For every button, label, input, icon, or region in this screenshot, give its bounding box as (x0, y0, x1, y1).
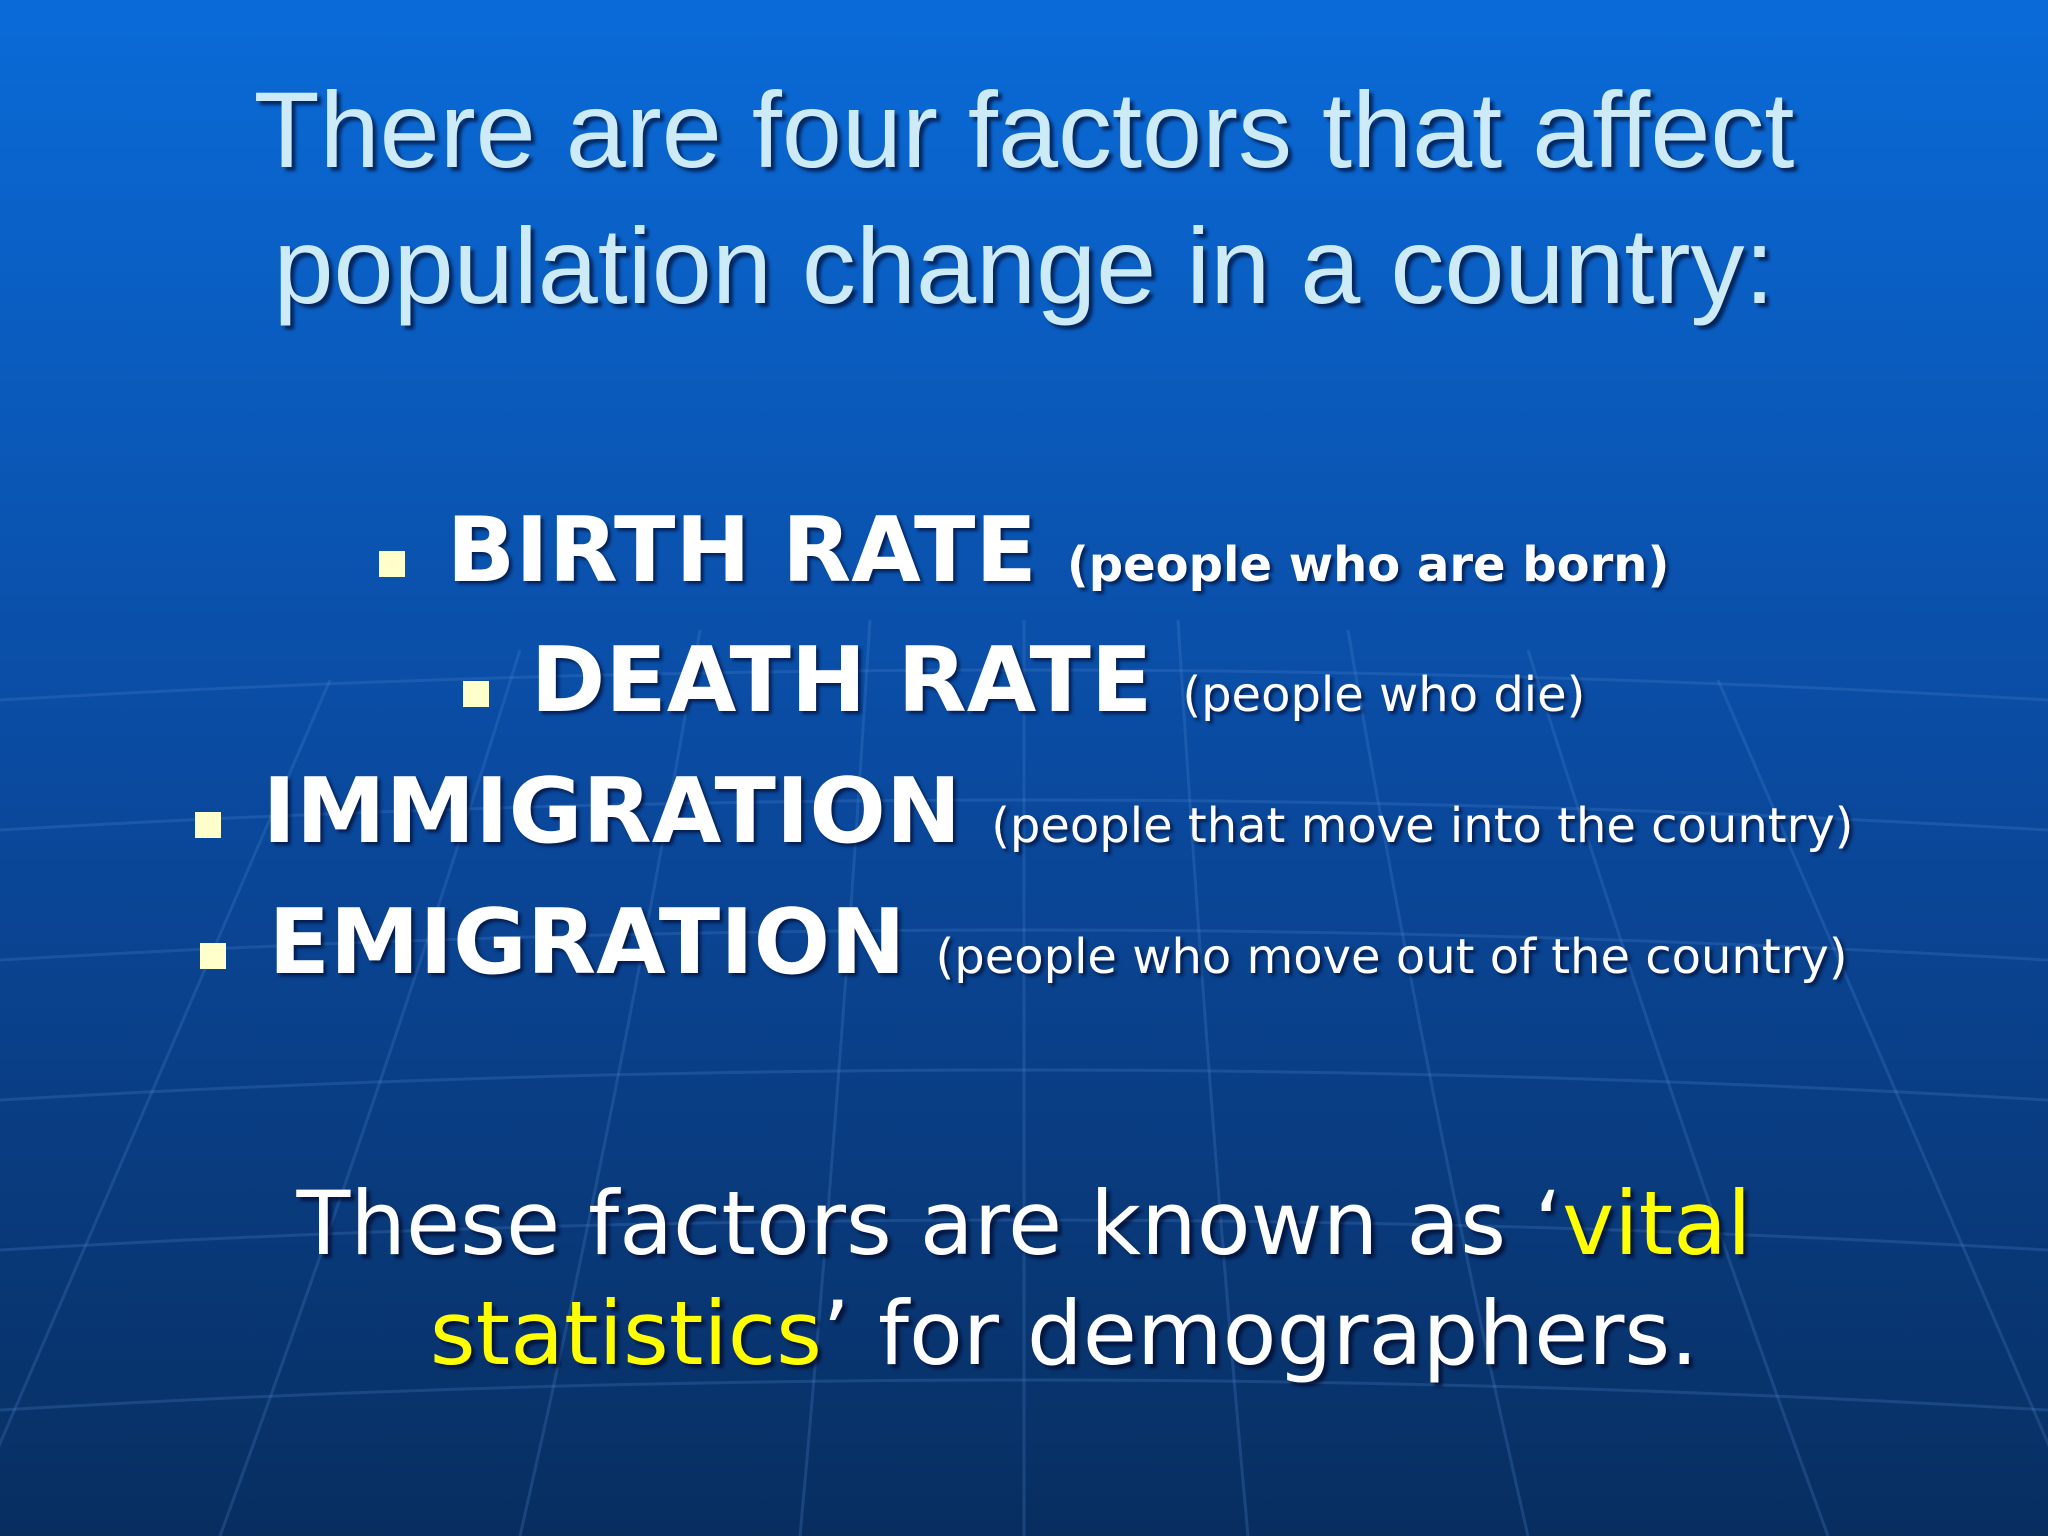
highlight: vital (1562, 1172, 1752, 1275)
term: IMMIGRATION (262, 759, 962, 864)
note: (people who are born) (1066, 537, 1670, 593)
footer-line: These factors are known as ‘vital (0, 1180, 2048, 1268)
note: (people who move out of the country) (935, 929, 1848, 985)
footer-line: statistics’ for demographers. (0, 1290, 2048, 1378)
note: (people that move into the country) (991, 798, 1854, 854)
bullet-marker (194, 812, 221, 838)
title-line: There are four factors that affect (253, 69, 1795, 190)
term: DEATH RATE (530, 628, 1153, 733)
bullet: EMIGRATION (people who move out of the co… (0, 898, 2048, 988)
highlight: statistics (429, 1282, 823, 1385)
bullet: BIRTH RATE (people who are born) (0, 506, 2048, 596)
term: BIRTH RATE (446, 498, 1037, 603)
bullet-marker (462, 681, 489, 707)
title-line: population change in a country: (273, 205, 1775, 326)
bullet-marker (378, 551, 405, 577)
footer-text: These factors are known as ‘ (296, 1172, 1563, 1275)
term: EMIGRATION (268, 890, 906, 995)
bullet-marker (200, 943, 227, 969)
bullet: IMMIGRATION (people that move into the co… (0, 767, 2048, 857)
bullet: DEATH RATE (people who die) (0, 636, 2048, 726)
note: (people who die) (1182, 667, 1586, 723)
footer-text: ’ for demographers. (822, 1282, 1699, 1385)
